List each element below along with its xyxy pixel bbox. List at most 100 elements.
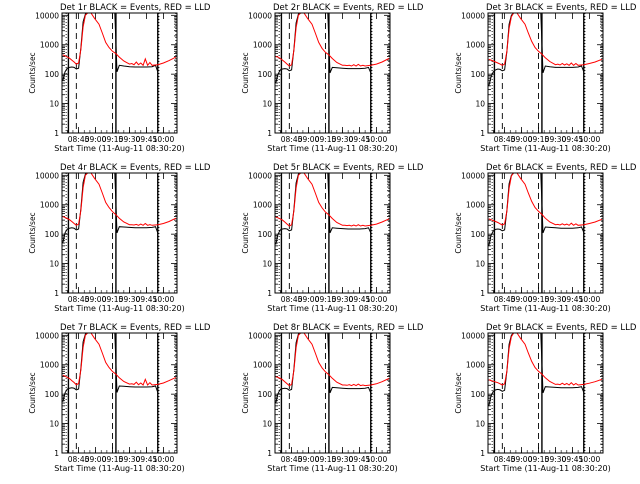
x-tick-label: 09:45 <box>562 135 584 144</box>
y-tick-label: 1000 <box>40 201 59 210</box>
detector-panel: Det 6r BLACK = Events, RED = LLD 1 10 100 10… <box>454 163 637 313</box>
y-tick-label: 10 <box>49 260 59 269</box>
x-axis-label: Start Time (11-Aug-11 08:30:20) <box>267 144 398 153</box>
panel-title: Det 7r BLACK = Events, RED = LLD <box>60 323 211 333</box>
y-tick-label: 1000 <box>466 41 485 50</box>
x-tick-label: 08:45 <box>494 295 516 304</box>
x-tick-label: 09:00 <box>511 135 533 144</box>
y-tick-label: 10000 <box>35 171 59 180</box>
events-series-line <box>62 333 159 402</box>
y-tick-label: 1000 <box>253 41 272 50</box>
x-tick-label: 10:00 <box>366 295 388 304</box>
x-tick-label: 10:00 <box>579 295 601 304</box>
lld-series-line <box>62 173 177 226</box>
panel-title: Det 2r BLACK = Events, RED = LLD <box>273 3 424 13</box>
events-series-line <box>275 173 372 245</box>
x-axis-label: Start Time (11-Aug-11 08:30:20) <box>267 304 398 313</box>
x-tick-label: 09:45 <box>349 135 371 144</box>
y-tick-label: 10 <box>262 100 272 109</box>
plot-frame <box>274 332 391 454</box>
plot-frame <box>61 332 178 454</box>
y-tick-label: 1 <box>480 449 485 458</box>
lld-series-line <box>275 173 390 227</box>
y-tick-label: 1 <box>54 289 59 298</box>
x-tick-label: 10:00 <box>366 455 388 464</box>
y-tick-label: 10 <box>262 260 272 269</box>
plot-frame <box>487 172 604 294</box>
x-tick-label: 09:30 <box>332 135 354 144</box>
x-tick-label: 09:45 <box>562 455 584 464</box>
x-axis-label: Start Time (11-Aug-11 08:30:20) <box>54 464 185 473</box>
y-tick-label: 1 <box>54 449 59 458</box>
x-tick-label: 09:45 <box>136 295 158 304</box>
y-tick-label: 1 <box>480 129 485 138</box>
plot-area <box>488 173 603 293</box>
y-tick-label: 10000 <box>461 171 485 180</box>
y-tick-label: 100 <box>471 230 486 239</box>
plot-frame <box>274 172 391 294</box>
x-tick-label: 09:15 <box>102 455 124 464</box>
x-tick-label: 09:45 <box>562 295 584 304</box>
x-tick-label: 09:15 <box>528 135 550 144</box>
y-tick-label: 10 <box>262 420 272 429</box>
x-tick-label: 09:30 <box>332 455 354 464</box>
x-tick-label: 09:30 <box>332 295 354 304</box>
y-axis-label: Counts/sec <box>241 372 250 413</box>
x-tick-label: 09:30 <box>545 295 567 304</box>
y-tick-label: 1000 <box>253 201 272 210</box>
x-tick-label: 09:00 <box>85 295 107 304</box>
y-tick-label: 100 <box>471 70 486 79</box>
x-tick-label: 09:30 <box>119 455 141 464</box>
y-tick-label: 100 <box>258 390 273 399</box>
x-tick-label: 08:45 <box>68 455 90 464</box>
x-axis-label: Start Time (11-Aug-11 08:30:20) <box>267 464 398 473</box>
y-axis-label: Counts/sec <box>454 372 463 413</box>
plot-area <box>62 333 177 453</box>
detector-panel: Det 1r BLACK = Events, RED = LLD 1 10 100 10… <box>28 3 211 153</box>
y-tick-label: 10 <box>475 100 485 109</box>
x-tick-label: 09:00 <box>85 455 107 464</box>
x-tick-label: 09:15 <box>315 135 337 144</box>
x-axis-label: Start Time (11-Aug-11 08:30:20) <box>480 304 611 313</box>
detector-panel: Det 8r BLACK = Events, RED = LLD 1 10 100 10… <box>241 323 424 473</box>
x-tick-label: 09:00 <box>298 135 320 144</box>
x-tick-label: 09:30 <box>545 135 567 144</box>
x-tick-label: 09:30 <box>545 455 567 464</box>
y-tick-label: 100 <box>471 390 486 399</box>
y-tick-label: 10 <box>475 260 485 269</box>
detector-panel: Det 4r BLACK = Events, RED = LLD 1 10 100 10… <box>28 163 211 313</box>
y-axis-label: Counts/sec <box>454 212 463 253</box>
panel-title: Det 4r BLACK = Events, RED = LLD <box>60 163 211 173</box>
plot-frame <box>487 332 604 454</box>
lld-series-line <box>488 333 603 386</box>
lld-series-line <box>488 13 603 66</box>
y-tick-label: 10 <box>49 100 59 109</box>
y-tick-label: 100 <box>45 70 60 79</box>
y-tick-label: 10000 <box>35 331 59 340</box>
x-tick-label: 09:00 <box>298 455 320 464</box>
x-tick-label: 08:45 <box>281 135 303 144</box>
x-axis-label: Start Time (11-Aug-11 08:30:20) <box>480 464 611 473</box>
x-tick-label: 09:30 <box>119 135 141 144</box>
x-tick-label: 09:45 <box>136 135 158 144</box>
x-tick-label: 08:45 <box>494 455 516 464</box>
y-tick-label: 10 <box>475 420 485 429</box>
detector-panel: Det 3r BLACK = Events, RED = LLD 1 10 100 10… <box>454 3 637 153</box>
events-series-line <box>275 333 372 404</box>
y-tick-label: 1000 <box>466 361 485 370</box>
y-axis-label: Counts/sec <box>241 52 250 93</box>
y-tick-label: 1 <box>480 289 485 298</box>
x-tick-label: 09:45 <box>349 455 371 464</box>
events-series-line <box>62 13 159 81</box>
x-tick-label: 09:00 <box>511 295 533 304</box>
lld-series-line <box>62 13 177 67</box>
detector-panel: Det 9r BLACK = Events, RED = LLD 1 10 100 10… <box>454 323 637 473</box>
x-tick-label: 08:45 <box>281 455 303 464</box>
x-tick-label: 08:45 <box>494 135 516 144</box>
y-tick-label: 100 <box>258 230 273 239</box>
x-tick-label: 08:45 <box>281 295 303 304</box>
panel-title: Det 3r BLACK = Events, RED = LLD <box>486 3 637 13</box>
y-tick-label: 1000 <box>40 41 59 50</box>
